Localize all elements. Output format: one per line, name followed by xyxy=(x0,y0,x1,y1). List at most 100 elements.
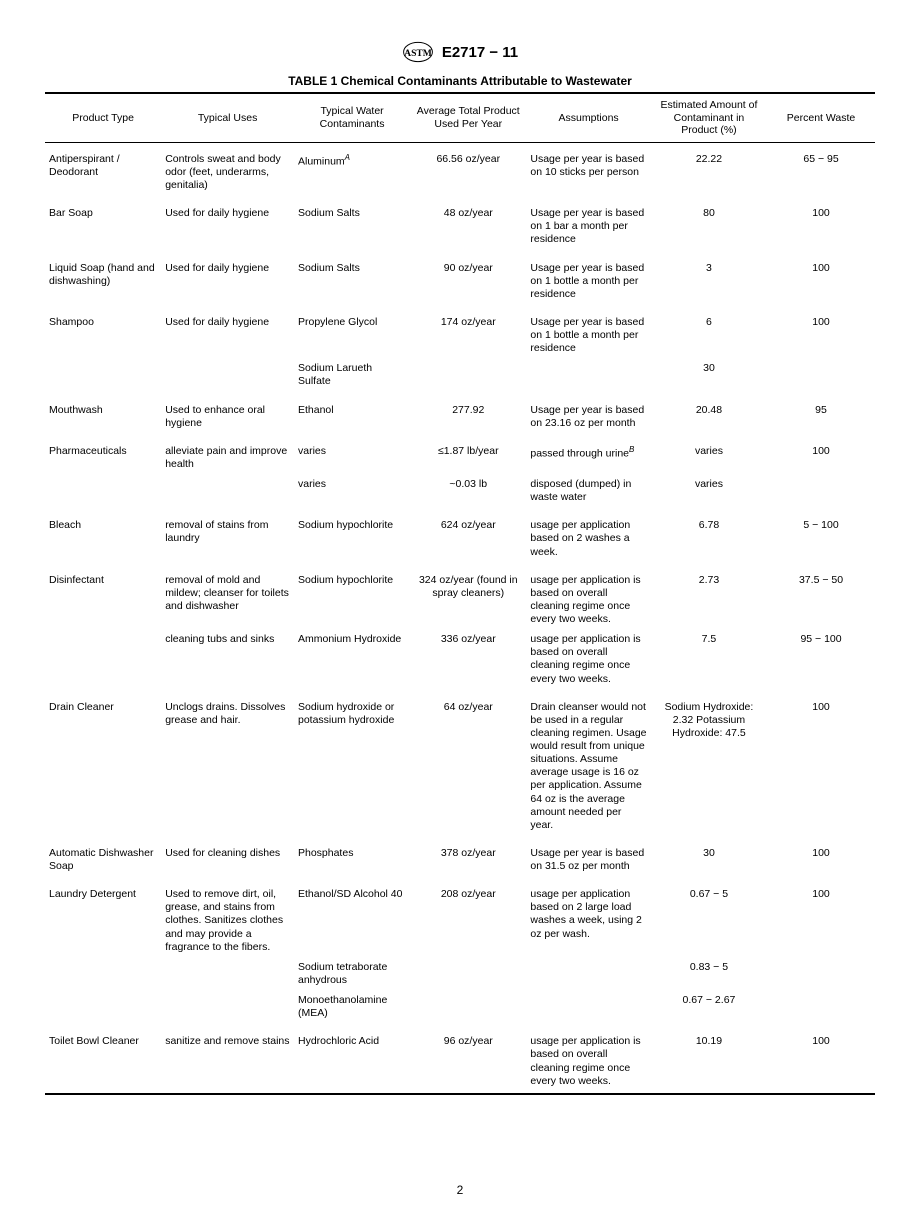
cell-product: Disinfectant xyxy=(45,564,161,632)
cell-contam: Sodium tetraborate anhydrous xyxy=(294,959,410,992)
cell-assump: disposed (dumped) in waste water xyxy=(526,476,651,509)
cell-uses: Used to enhance oral hygiene xyxy=(161,394,294,435)
cell-assump xyxy=(526,360,651,393)
cell-waste xyxy=(767,959,875,992)
cell-waste xyxy=(767,476,875,509)
cell-product: Bar Soap xyxy=(45,197,161,251)
cell-amount: 20.48 xyxy=(651,394,767,435)
table-row: ShampooUsed for daily hygienePropylene G… xyxy=(45,306,875,360)
cell-avg: ≤1.87 lb/year xyxy=(410,435,526,476)
table-row: Drain CleanerUnclogs drains. Dissolves g… xyxy=(45,691,875,837)
cell-uses: Controls sweat and body odor (feet, unde… xyxy=(161,142,294,197)
cell-avg: 174 oz/year xyxy=(410,306,526,360)
cell-product xyxy=(45,631,161,691)
cell-amount: 22.22 xyxy=(651,142,767,197)
cell-amount: 0.67 − 2.67 xyxy=(651,992,767,1025)
table-sub-row: Monoethanolamine (MEA) 0.67 − 2.67 xyxy=(45,992,875,1025)
cell-uses: sanitize and remove stains xyxy=(161,1025,294,1094)
cell-assump: Drain cleanser would not be used in a re… xyxy=(526,691,651,837)
table-body: Antiperspirant / DeodorantControls sweat… xyxy=(45,142,875,1094)
cell-uses xyxy=(161,360,294,393)
cell-uses xyxy=(161,992,294,1025)
cell-avg xyxy=(410,360,526,393)
cell-amount: varies xyxy=(651,476,767,509)
cell-contam: Sodium hypochlorite xyxy=(294,564,410,632)
cell-contam: Monoethanolamine (MEA) xyxy=(294,992,410,1025)
cell-avg: 378 oz/year xyxy=(410,837,526,878)
table-row: MouthwashUsed to enhance oral hygieneEth… xyxy=(45,394,875,435)
cell-contam: Ethanol/SD Alcohol 40 xyxy=(294,878,410,959)
cell-waste: 100 xyxy=(767,306,875,360)
table-row: Laundry DetergentUsed to remove dirt, oi… xyxy=(45,878,875,959)
cell-assump: usage per application is based on overal… xyxy=(526,1025,651,1094)
table-row: Pharmaceuticalsalleviate pain and improv… xyxy=(45,435,875,476)
cell-amount: 6.78 xyxy=(651,509,767,563)
cell-waste: 95 xyxy=(767,394,875,435)
cell-avg: 90 oz/year xyxy=(410,252,526,306)
cell-avg: 324 oz/year (found in spray cleaners) xyxy=(410,564,526,632)
document-id: E2717 − 11 xyxy=(442,44,518,61)
cell-waste: 95 − 100 xyxy=(767,631,875,691)
cell-contam: Hydrochloric Acid xyxy=(294,1025,410,1094)
page-number: 2 xyxy=(0,1183,920,1197)
table-title: TABLE 1 Chemical Contaminants Attributab… xyxy=(45,74,875,88)
cell-assump: Usage per year is based on 1 bottle a mo… xyxy=(526,252,651,306)
cell-amount: 10.19 xyxy=(651,1025,767,1094)
cell-contam: Phosphates xyxy=(294,837,410,878)
cell-product: Automatic Dishwasher Soap xyxy=(45,837,161,878)
table-sub-row: Sodium tetraborate anhydrous 0.83 − 5 xyxy=(45,959,875,992)
cell-amount: 80 xyxy=(651,197,767,251)
cell-avg: 208 oz/year xyxy=(410,878,526,959)
col-header: Assumptions xyxy=(526,93,651,142)
cell-waste xyxy=(767,992,875,1025)
cell-assump: Usage per year is based on 23.16 oz per … xyxy=(526,394,651,435)
cell-uses: Used for daily hygiene xyxy=(161,197,294,251)
cell-amount: 7.5 xyxy=(651,631,767,691)
cell-product: Laundry Detergent xyxy=(45,878,161,959)
cell-amount: Sodium Hydroxide: 2.32 Potassium Hydroxi… xyxy=(651,691,767,837)
cell-waste: 5 − 100 xyxy=(767,509,875,563)
cell-product: Bleach xyxy=(45,509,161,563)
astm-logo: ASTM xyxy=(402,40,434,64)
cell-product: Mouthwash xyxy=(45,394,161,435)
cell-assump: usage per application based on 2 washes … xyxy=(526,509,651,563)
cell-uses: Used to remove dirt, oil, grease, and st… xyxy=(161,878,294,959)
cell-uses: removal of stains from laundry xyxy=(161,509,294,563)
cell-amount: 2.73 xyxy=(651,564,767,632)
cell-contam: varies xyxy=(294,476,410,509)
col-header: Percent Waste xyxy=(767,93,875,142)
col-header: Product Type xyxy=(45,93,161,142)
contaminants-table: Product Type Typical Uses Typical Water … xyxy=(45,92,875,1095)
cell-waste: 100 xyxy=(767,691,875,837)
cell-waste: 65 − 95 xyxy=(767,142,875,197)
cell-amount: 0.83 − 5 xyxy=(651,959,767,992)
table-sub-row: varies~0.03 lbdisposed (dumped) in waste… xyxy=(45,476,875,509)
cell-contam: Sodium Salts xyxy=(294,197,410,251)
cell-assump: Usage per year is based on 31.5 oz per m… xyxy=(526,837,651,878)
table-row: Automatic Dishwasher SoapUsed for cleani… xyxy=(45,837,875,878)
cell-contam: Sodium hypochlorite xyxy=(294,509,410,563)
cell-uses: Used for daily hygiene xyxy=(161,252,294,306)
cell-product xyxy=(45,360,161,393)
table-row: Bar SoapUsed for daily hygieneSodium Sal… xyxy=(45,197,875,251)
cell-contam: Sodium Salts xyxy=(294,252,410,306)
cell-product xyxy=(45,992,161,1025)
cell-avg: 64 oz/year xyxy=(410,691,526,837)
cell-waste: 100 xyxy=(767,252,875,306)
cell-uses: Used for daily hygiene xyxy=(161,306,294,360)
cell-amount: 30 xyxy=(651,837,767,878)
cell-amount: 3 xyxy=(651,252,767,306)
cell-waste xyxy=(767,360,875,393)
table-row: Liquid Soap (hand and dishwashing)Used f… xyxy=(45,252,875,306)
table-sub-row: cleaning tubs and sinksAmmonium Hydroxid… xyxy=(45,631,875,691)
col-header: Average Total Product Used Per Year xyxy=(410,93,526,142)
cell-contam: Sodium hydroxide or potassium hydroxide xyxy=(294,691,410,837)
table-row: Antiperspirant / DeodorantControls sweat… xyxy=(45,142,875,197)
cell-uses xyxy=(161,959,294,992)
cell-product xyxy=(45,476,161,509)
cell-uses: Unclogs drains. Dissolves grease and hai… xyxy=(161,691,294,837)
cell-waste: 37.5 − 50 xyxy=(767,564,875,632)
svg-text:ASTM: ASTM xyxy=(404,48,432,59)
cell-avg: ~0.03 lb xyxy=(410,476,526,509)
cell-uses: alleviate pain and improve health xyxy=(161,435,294,476)
